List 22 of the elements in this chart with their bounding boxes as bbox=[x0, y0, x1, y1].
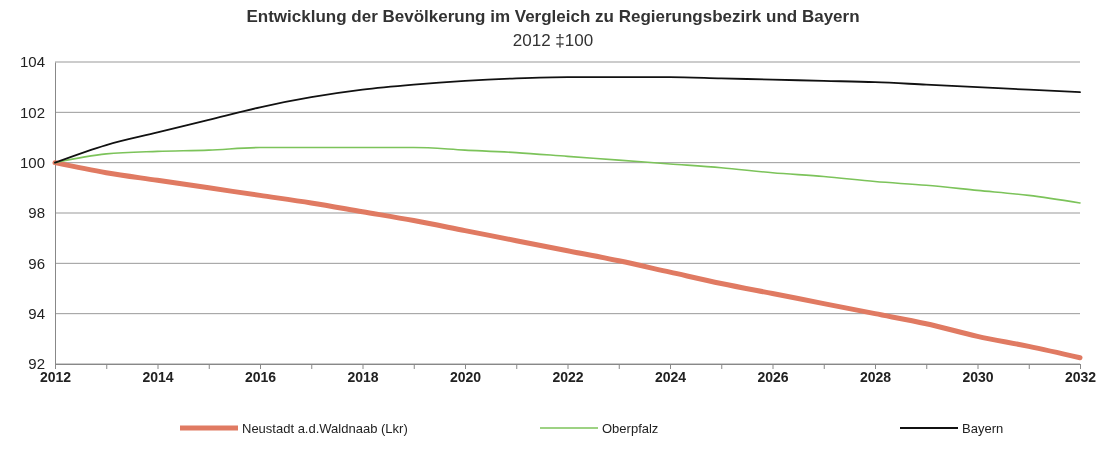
legend-label: Neustadt a.d.Waldnaab (Lkr) bbox=[242, 421, 408, 436]
y-tick-label: 96 bbox=[28, 254, 45, 272]
x-tick-label: 2032 bbox=[1064, 368, 1097, 385]
x-tick-label: 2022 bbox=[552, 368, 584, 385]
y-tick-label: 94 bbox=[28, 304, 45, 322]
y-tick-label: 102 bbox=[19, 103, 45, 121]
x-tick-label: 2020 bbox=[449, 368, 482, 385]
x-tick-label: 2030 bbox=[962, 368, 994, 385]
y-tick-label: 100 bbox=[19, 153, 45, 171]
line-series bbox=[54, 76, 1081, 164]
x-tick-label: 2014 bbox=[142, 368, 174, 385]
legend-label: Oberpfalz bbox=[602, 421, 659, 436]
legend-label: Bayern bbox=[962, 421, 1004, 436]
x-tick-label: 2016 bbox=[244, 368, 277, 385]
y-tick-label: 104 bbox=[19, 53, 45, 71]
x-tick-label: 2018 bbox=[347, 368, 379, 385]
chart-title: Entwicklung der Bevölkerung im Vergleich zu Regierungsbezirk und Bayern bbox=[246, 7, 860, 26]
x-tick-label: 2026 bbox=[757, 368, 789, 385]
x-tick-label: 2028 bbox=[859, 368, 892, 385]
chart-subtitle: 2012 ‡100 bbox=[512, 31, 594, 50]
y-tick-label: 98 bbox=[28, 204, 45, 222]
x-tick-label: 2024 bbox=[654, 368, 687, 385]
